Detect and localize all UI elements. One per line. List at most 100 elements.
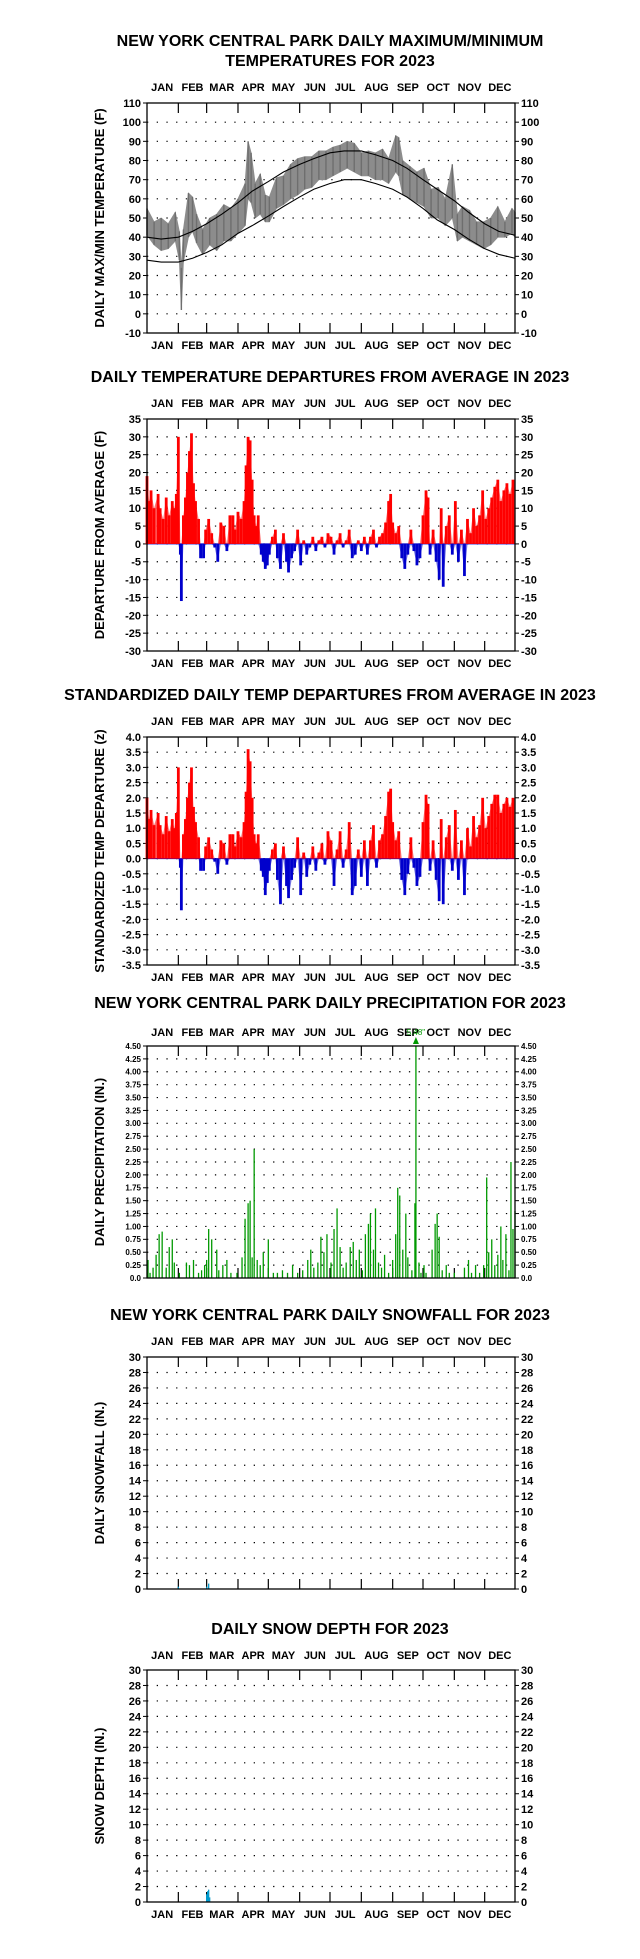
- month-label-bottom: DEC: [488, 972, 511, 984]
- month-label-bottom: NOV: [458, 658, 483, 670]
- y-tick-label-left: 3.25: [125, 1106, 141, 1115]
- month-label-top: MAY: [272, 716, 296, 728]
- y-tick-label-left: 28: [129, 1367, 141, 1379]
- month-label-top: DEC: [488, 1650, 511, 1662]
- y-tick-label-right: 2: [521, 1568, 527, 1580]
- month-label-top: OCT: [427, 82, 451, 94]
- y-tick-label-right: 2.5: [521, 778, 536, 790]
- month-label-top: JUL: [335, 398, 356, 410]
- negative-departure-area: [147, 543, 515, 602]
- month-label-top: NOV: [458, 1650, 483, 1662]
- y-tick-label-left: 24: [129, 1398, 142, 1410]
- y-tick-label-right: 0.5: [521, 838, 536, 850]
- month-label-top: JAN: [151, 1650, 173, 1662]
- y-tick-label-left: 2: [135, 1568, 141, 1580]
- y-tick-label-right: 8: [521, 1522, 527, 1534]
- y-tick-label-left: 0.0: [130, 1274, 142, 1283]
- month-label-top: AUG: [364, 1027, 388, 1039]
- month-label-top: MAY: [272, 1336, 296, 1348]
- month-label-top: APR: [242, 82, 265, 94]
- chart-title-precip: NEW YORK CENTRAL PARK DAILY PRECIPITATIO…: [94, 995, 566, 1012]
- month-label-top: JUL: [335, 1027, 356, 1039]
- month-label-bottom: MAY: [272, 1909, 296, 1921]
- y-tick-label-right: 3.0: [521, 762, 536, 774]
- month-label-bottom: FEB: [181, 340, 203, 352]
- month-label-top: OCT: [427, 398, 451, 410]
- month-label-bottom: FEB: [181, 1909, 203, 1921]
- y-tick-label-right: 4: [521, 1866, 528, 1878]
- y-tick-label-right: 0: [521, 309, 527, 321]
- plot-frame: [146, 418, 516, 652]
- y-tick-label-right: 14: [521, 1789, 534, 1801]
- y-tick-label-left: 35: [129, 414, 141, 426]
- y-tick-label-right: 26: [521, 1383, 533, 1395]
- y-tick-label-right: 18: [521, 1758, 533, 1770]
- y-tick-label-left: 12: [129, 1491, 141, 1503]
- chart-title-departures: DAILY TEMPERATURE DEPARTURES FROM AVERAG…: [91, 369, 570, 386]
- y-tick-label-right: 10: [521, 1820, 533, 1832]
- month-label-top: FEB: [181, 1650, 203, 1662]
- y-tick-label-left: 30: [129, 251, 141, 263]
- y-tick-label-right: 0.0: [521, 1274, 533, 1283]
- y-tick-label-left: 20: [129, 270, 141, 282]
- y-tick-label-right: 5: [521, 521, 527, 533]
- chart-title-snowfall: NEW YORK CENTRAL PARK DAILY SNOWFALL FOR…: [110, 1307, 550, 1324]
- y-tick-label-left: -20: [125, 610, 141, 622]
- month-label-top: SEP: [397, 716, 419, 728]
- y-tick-label-right: 20: [521, 270, 533, 282]
- y-tick-label-left: 18: [129, 1758, 141, 1770]
- month-label-top: FEB: [181, 1027, 203, 1039]
- y-tick-label-right: -5: [521, 557, 531, 569]
- y-tick-label-right: -30: [521, 646, 537, 658]
- y-tick-label-right: 22: [521, 1727, 533, 1739]
- y-axis-label-temps: DAILY MAX/MIN TEMPERATURE (F): [92, 108, 107, 327]
- month-label-top: FEB: [181, 716, 203, 728]
- y-tick-label-left: 90: [129, 136, 141, 148]
- month-label-top: DEC: [488, 716, 511, 728]
- month-label-top: SEP: [397, 1650, 419, 1662]
- month-label-bottom: DEC: [488, 340, 511, 352]
- month-label-top: JUN: [304, 1650, 326, 1662]
- y-tick-label-right: 16: [521, 1773, 533, 1785]
- y-tick-label-right: 0.0: [521, 854, 536, 866]
- y-tick-label-right: 40: [521, 232, 533, 244]
- plot-frame: [146, 1045, 516, 1279]
- y-tick-label-left: -25: [125, 628, 141, 640]
- y-tick-label-right: 2.00: [521, 1171, 537, 1180]
- y-tick-label-left: -15: [125, 592, 141, 604]
- month-label-top: JUN: [304, 1336, 326, 1348]
- y-tick-label-right: -0.5: [521, 869, 540, 881]
- y-tick-label-right: 70: [521, 175, 533, 187]
- month-label-top: MAR: [209, 82, 234, 94]
- month-label-bottom: OCT: [427, 1909, 451, 1921]
- month-label-top: NOV: [458, 1336, 483, 1348]
- y-tick-label-left: 10: [129, 1507, 141, 1519]
- y-tick-label-left: 50: [129, 213, 141, 225]
- y-tick-label-right: 1.50: [521, 1197, 537, 1206]
- y-tick-label-right: 0: [521, 1897, 527, 1909]
- month-label-top: NOV: [458, 1027, 483, 1039]
- y-tick-label-left: 3.75: [125, 1081, 141, 1090]
- y-tick-label-left: -2.0: [122, 914, 141, 926]
- y-tick-label-right: -1.5: [521, 899, 540, 911]
- y-tick-label-right: 28: [521, 1367, 533, 1379]
- month-label-bottom: JAN: [151, 972, 173, 984]
- month-label-top: MAY: [272, 1650, 296, 1662]
- y-tick-label-left: 100: [123, 117, 141, 129]
- y-tick-label-right: 2.75: [521, 1132, 537, 1141]
- plot-frame: [146, 1356, 516, 1590]
- month-label-bottom: NOV: [458, 972, 483, 984]
- y-tick-label-right: 3.5: [521, 747, 536, 759]
- month-label-bottom: FEB: [181, 972, 203, 984]
- y-tick-label-left: 0: [135, 309, 141, 321]
- y-tick-label-right: 4: [521, 1553, 528, 1565]
- y-tick-label-left: 0.25: [125, 1261, 141, 1270]
- y-tick-label-right: 4.0: [521, 732, 536, 744]
- y-tick-label-left: -2.5: [122, 930, 141, 942]
- y-tick-label-left: 26: [129, 1383, 141, 1395]
- y-tick-label-left: 8: [135, 1522, 141, 1534]
- month-label-top: MAR: [209, 716, 234, 728]
- month-label-bottom: JUL: [335, 658, 356, 670]
- y-tick-label-left: 4.25: [125, 1055, 141, 1064]
- month-label-top: NOV: [458, 82, 483, 94]
